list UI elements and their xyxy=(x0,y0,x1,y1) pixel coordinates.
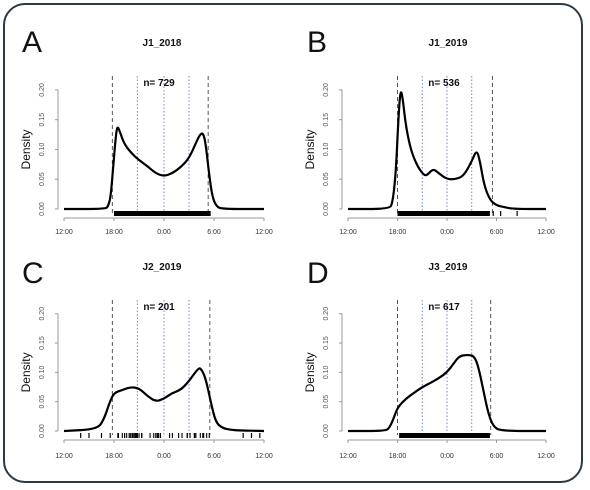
y-tick-label: 0.05 xyxy=(39,172,46,186)
panel-letter: D xyxy=(307,257,329,290)
chart-title: J2_2019 xyxy=(143,262,182,273)
sample-size-label: n= 201 xyxy=(143,302,175,313)
x-tick-label: 6:00 xyxy=(207,453,221,460)
panel-letter: C xyxy=(22,257,44,290)
y-tick-label: 0.15 xyxy=(323,113,330,127)
x-tick-label: 18:00 xyxy=(105,229,123,236)
y-tick-label: 0.20 xyxy=(323,307,330,321)
panel-letter: B xyxy=(307,26,327,59)
x-tick-label: 18:00 xyxy=(105,453,123,460)
sample-size-label: n= 617 xyxy=(428,302,460,313)
rug-band xyxy=(399,433,490,438)
rug-plot xyxy=(114,211,211,216)
x-tick-label: 12:00 xyxy=(55,229,73,236)
x-tick-label: 12:00 xyxy=(537,229,555,236)
x-tick-label: 6:00 xyxy=(490,229,504,236)
x-tick-label: 12:00 xyxy=(255,453,273,460)
y-tick-label: 0.05 xyxy=(323,172,330,186)
y-tick-label: 0.10 xyxy=(323,143,330,157)
y-axis-label: Density xyxy=(303,129,317,169)
x-tick-label: 0:00 xyxy=(440,229,454,236)
y-axis-label: Density xyxy=(303,352,317,392)
density-curve xyxy=(348,91,546,211)
rug-plot xyxy=(80,433,261,438)
density-curve xyxy=(63,367,265,433)
y-axis-label: Density xyxy=(19,352,33,392)
x-tick-label: 0:00 xyxy=(440,453,454,460)
y-tick-label: 0.15 xyxy=(323,336,330,350)
y-tick-label: 0.00 xyxy=(323,424,330,438)
y-tick-label: 0.20 xyxy=(39,83,46,97)
x-tick-label: 0:00 xyxy=(157,229,171,236)
rug-plot xyxy=(397,211,518,216)
chart-title: J3_2019 xyxy=(429,262,468,273)
y-tick-label: 0.00 xyxy=(323,202,330,216)
y-axis-label: Density xyxy=(19,129,33,169)
sample-size-label: n= 729 xyxy=(143,78,175,89)
rug-band xyxy=(397,211,490,216)
panel-c: C J2_2019 0.00 0.05 0.10 0.15 0.20 Density 12:00… xyxy=(19,257,273,460)
y-tick-label: 0.10 xyxy=(39,365,46,379)
rug-plot xyxy=(399,433,490,438)
x-tick-label: 12:00 xyxy=(339,229,357,236)
density-curve xyxy=(64,126,264,211)
x-tick-label: 0:00 xyxy=(157,453,171,460)
y-tick-label: 0.00 xyxy=(39,424,46,438)
density-curve xyxy=(348,353,546,433)
x-tick-label: 18:00 xyxy=(389,453,407,460)
x-tick-label: 6:00 xyxy=(207,229,221,236)
chart-title: J1_2019 xyxy=(429,38,468,49)
y-tick-label: 0.10 xyxy=(323,365,330,379)
panel-d: D J3_2019 0.00 0.05 0.10 0.15 0.20 Density 12:00… xyxy=(303,257,555,460)
rug-band xyxy=(114,211,211,216)
y-tick-label: 0.15 xyxy=(39,113,46,127)
panel-b: B J1_2019 0.00 0.05 0.10 0.15 0.20 Density 12:00… xyxy=(303,26,555,236)
x-tick-label: 12:00 xyxy=(537,453,555,460)
y-tick-label: 0.15 xyxy=(39,336,46,350)
sample-size-label: n= 536 xyxy=(428,78,460,89)
x-tick-label: 12:00 xyxy=(255,229,273,236)
x-tick-label: 12:00 xyxy=(55,453,73,460)
y-tick-label: 0.05 xyxy=(323,395,330,409)
y-tick-label: 0.05 xyxy=(39,395,46,409)
panel-letter: A xyxy=(22,26,42,59)
y-tick-label: 0.20 xyxy=(39,307,46,321)
x-tick-label: 18:00 xyxy=(389,229,407,236)
panel-a: A J1_2018 0.00 0.05 0.10 0.15 0.20 Density 12:00… xyxy=(19,26,273,236)
y-tick-label: 0.20 xyxy=(323,83,330,97)
y-tick-label: 0.10 xyxy=(39,143,46,157)
y-tick-label: 0.00 xyxy=(39,202,46,216)
x-tick-label: 6:00 xyxy=(490,453,504,460)
x-tick-label: 12:00 xyxy=(339,453,357,460)
chart-title: J1_2018 xyxy=(143,38,182,49)
